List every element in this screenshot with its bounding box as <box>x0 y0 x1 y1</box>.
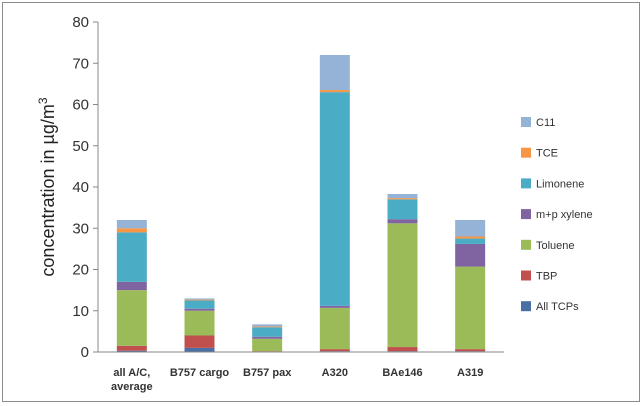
legend-swatch <box>521 117 531 127</box>
bar-segment <box>252 324 283 327</box>
bar-segment <box>116 220 147 229</box>
bar-segment <box>387 194 418 199</box>
y-tick-label: 70 <box>72 55 89 72</box>
legend-label: C11 <box>536 117 555 129</box>
bar-segment <box>116 345 147 351</box>
y-axis-label: concentration in µg/m3 <box>36 97 58 276</box>
x-tick-label-line: average <box>111 381 153 393</box>
bar-segment <box>184 308 215 311</box>
bar-segment <box>184 335 215 348</box>
x-tick-label: A319 <box>457 367 483 379</box>
legend-swatch <box>521 239 531 250</box>
x-tick-label: B757 pax <box>243 367 292 379</box>
bar-segment <box>387 219 418 224</box>
bars-layer <box>116 55 486 352</box>
bar-segment <box>387 347 418 352</box>
bar-segment <box>319 349 350 352</box>
bar-segment <box>319 92 350 306</box>
x-tick-label-line: B757 pax <box>243 367 292 379</box>
legend-swatch <box>521 178 531 189</box>
bar-segment <box>387 223 418 348</box>
bar-segment <box>116 290 147 346</box>
legend-swatch <box>521 147 531 158</box>
bar-segment <box>252 338 283 352</box>
bar-segment <box>455 220 486 237</box>
axes-layer <box>97 22 504 353</box>
bar-segment <box>116 228 147 233</box>
x-tick-label-line: B757 cargo <box>170 367 230 379</box>
bar-segment <box>387 198 418 200</box>
bar-segment <box>455 236 486 239</box>
x-tick-label-line: A320 <box>322 367 348 379</box>
bar-segment <box>252 327 283 337</box>
bar-segment <box>252 326 283 328</box>
legend-swatch <box>521 301 531 312</box>
bar-segment <box>319 90 350 93</box>
y-ticks-layer: 0 10 20 30 40 50 60 70 80 <box>72 14 98 361</box>
x-tick-label-line: all A/C, <box>113 367 150 379</box>
y-tick-label: 10 <box>72 303 89 320</box>
x-tick-label: A320 <box>322 367 348 379</box>
y-tick-label: 30 <box>72 220 89 237</box>
bar-segment <box>116 281 147 291</box>
bar-segment <box>184 310 215 336</box>
x-tick-label: B757 cargo <box>170 367 230 379</box>
bar-segment <box>319 305 350 308</box>
bar-segment <box>184 347 215 352</box>
bar-segment <box>252 336 283 339</box>
bar-segment <box>116 350 147 352</box>
x-tick-label-line: BAe146 <box>382 367 422 379</box>
legend: C11 TCE Limonene m+p xylene Toluene TBP All TC… <box>521 117 593 313</box>
bar-segment <box>319 55 350 91</box>
y-tick-label: 0 <box>81 344 89 361</box>
legend-label: m+p xylene <box>536 209 593 221</box>
x-tick-label: BAe146 <box>382 367 422 379</box>
bar-segment <box>455 243 486 267</box>
bar-segment <box>387 199 418 220</box>
bar-segment <box>455 238 486 244</box>
bar-segment <box>184 299 215 301</box>
bar-segment <box>184 300 215 309</box>
y-axis-label-sup: 3 <box>36 97 50 104</box>
x-tick-label: all A/C, average <box>111 367 153 393</box>
bar-segment <box>455 349 486 352</box>
bar-segment <box>184 298 215 300</box>
legend-swatch <box>521 209 531 220</box>
y-tick-label: 50 <box>72 138 89 155</box>
bar-segment <box>319 307 350 350</box>
y-tick-label: 20 <box>72 262 89 279</box>
legend-swatch <box>521 270 531 281</box>
y-tick-label: 40 <box>72 179 89 196</box>
x-labels-layer: all A/C, average B757 cargo B757 pax A320 BAe… <box>111 367 483 393</box>
legend-label: TBP <box>536 271 557 283</box>
bar-segment <box>455 266 486 350</box>
x-tick-label-line: A319 <box>457 367 483 379</box>
legend-label: All TCPs <box>536 301 579 313</box>
y-tick-label: 80 <box>72 14 89 31</box>
legend-label: TCE <box>536 148 558 160</box>
legend-label: Limonene <box>536 178 584 190</box>
bar-segment <box>116 232 147 282</box>
y-axis-label-base: concentration in µg/m <box>38 104 58 276</box>
y-tick-label: 60 <box>72 97 89 114</box>
legend-label: Toluene <box>536 240 575 252</box>
